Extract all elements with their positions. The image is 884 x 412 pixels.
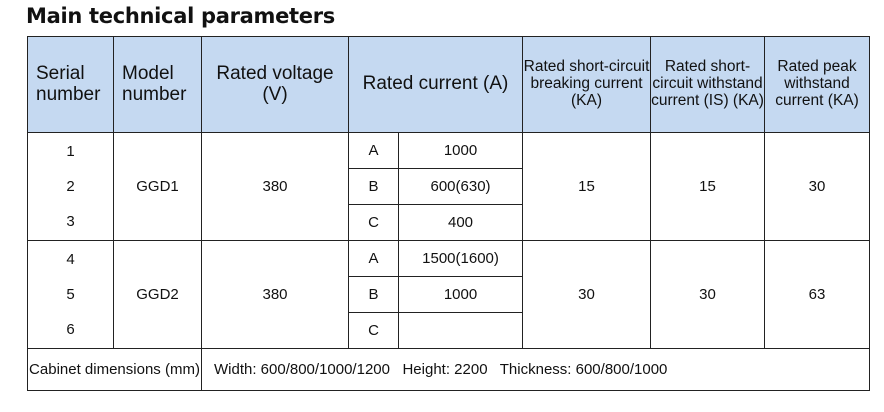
peak-cell: 30 <box>764 132 871 241</box>
current-cell: 600(630) <box>397 168 524 205</box>
phase-cell: C <box>348 204 399 241</box>
header-serial-number: Serial number <box>27 36 114 133</box>
current-cell: 1500(1600) <box>397 240 524 277</box>
current-cell <box>397 312 524 349</box>
table-row: C <box>28 312 870 349</box>
table-row: Cabinet dimensions (mm) Width: 600/800/1… <box>27 348 871 391</box>
voltage-cell: 380 <box>201 132 349 241</box>
withstand-cell: 15 <box>650 132 766 241</box>
current-cell: 1000 <box>397 132 524 169</box>
peak-cell: 63 <box>764 240 871 349</box>
withstand-cell: 30 <box>650 240 766 349</box>
header-withstand-current: Rated short-circuit withstand current (I… <box>650 36 766 133</box>
parameters-table: Serial number Model number Rated voltage… <box>27 36 871 391</box>
model-cell: GGD2 <box>113 240 202 349</box>
current-cell: 400 <box>397 204 524 241</box>
phase-cell: A <box>348 132 399 169</box>
breaking-cell: 30 <box>522 240 652 349</box>
table-row: 1 2 3 GGD1 380 A 1000 15 15 30 <box>27 132 871 241</box>
header-model-number: Model number <box>113 36 202 133</box>
table-row: 4 5 6 GGD2 380 A 1500(1600) 30 30 63 <box>27 240 871 349</box>
serial-value: 6 <box>66 320 75 338</box>
header-peak-withstand: Rated peak withstand current (KA) <box>764 36 871 133</box>
table-row: B 1000 <box>28 276 870 313</box>
cabinet-dimensions-label: Cabinet dimensions (mm) <box>27 348 202 391</box>
serial-value: 5 <box>66 285 75 303</box>
table-row: C 400 <box>28 204 870 241</box>
phase-cell: B <box>348 168 399 205</box>
serial-value: 1 <box>66 143 75 161</box>
phase-cell: A <box>348 240 399 277</box>
phase-cell: B <box>348 276 399 313</box>
page-title: Main technical parameters <box>26 4 335 28</box>
serial-cell: 1 2 3 <box>27 132 114 241</box>
current-cell: 1000 <box>397 276 524 313</box>
breaking-cell: 15 <box>522 132 652 241</box>
header-rated-voltage: Rated voltage (V) <box>201 36 349 133</box>
voltage-cell: 380 <box>201 240 349 349</box>
header-breaking-current: Rated short-circuit breaking current (KA… <box>522 36 652 133</box>
serial-cell: 4 5 6 <box>27 240 114 349</box>
serial-value: 2 <box>66 177 75 195</box>
serial-value: 4 <box>66 251 75 269</box>
serial-value: 3 <box>66 212 75 230</box>
phase-cell: C <box>348 312 399 349</box>
cabinet-dimensions-value: Width: 600/800/1000/1200 Height: 2200 Th… <box>200 348 871 391</box>
model-cell: GGD1 <box>113 132 202 241</box>
header-rated-current: Rated current (A) <box>347 36 524 133</box>
